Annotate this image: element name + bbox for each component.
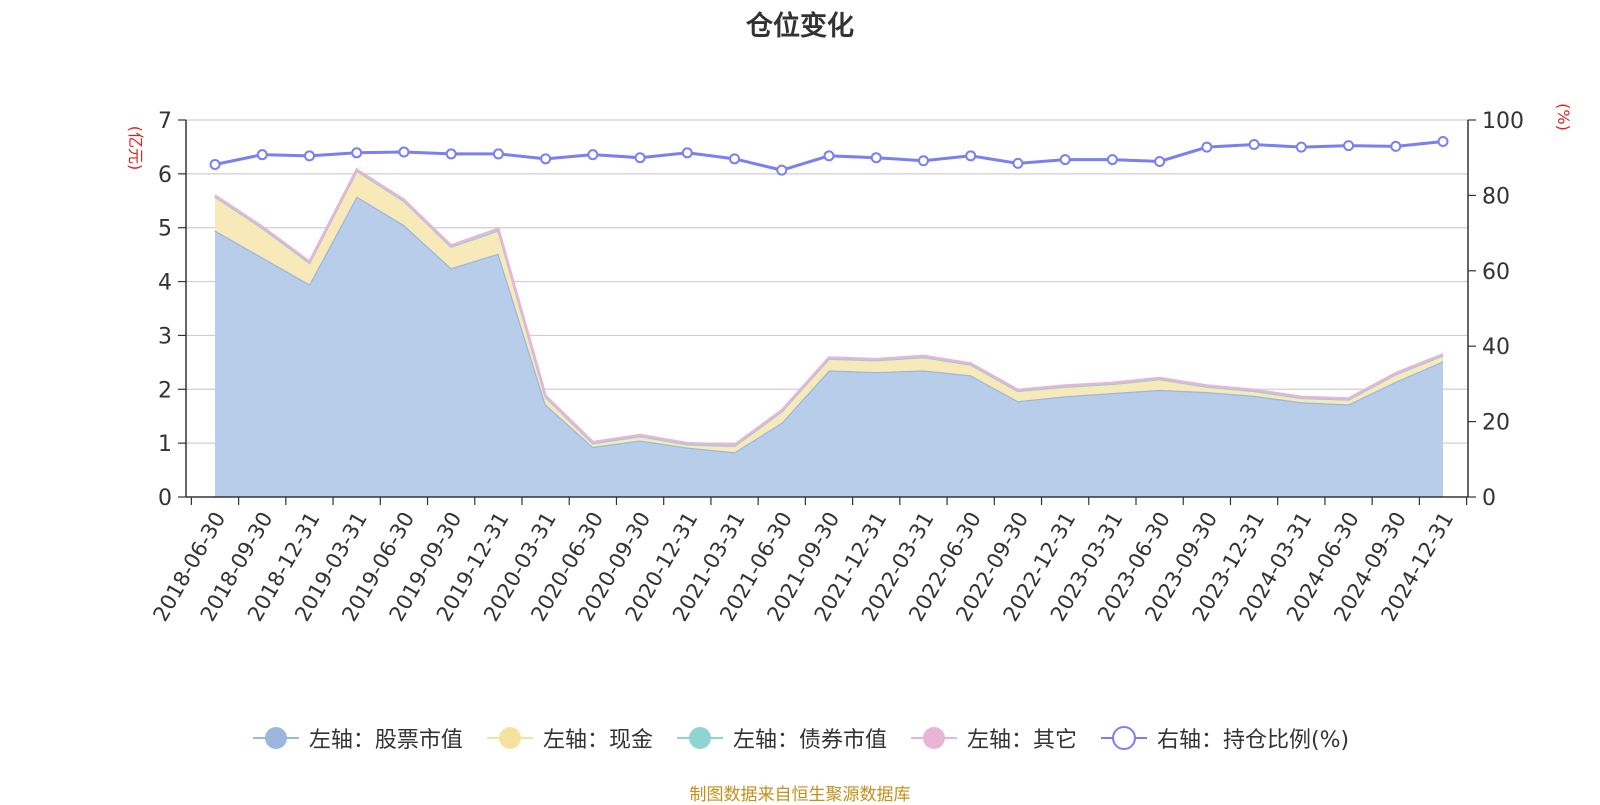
- ratio-point-26: [1437, 135, 1449, 147]
- ratio-point-10: [681, 147, 693, 159]
- y-left-tick-label-2: 2: [158, 378, 172, 403]
- ratio-point-14: [870, 152, 882, 164]
- ratio-point-19: [1106, 154, 1118, 166]
- y-right-tick-label-3: 60: [1482, 260, 1510, 285]
- ratio-point-5: [445, 148, 457, 160]
- ratio-point-20: [1154, 155, 1166, 167]
- legend-marker-2: [676, 727, 723, 749]
- ratio-point-4: [398, 146, 410, 158]
- ratio-point-1: [256, 149, 268, 161]
- legend-label-1: 左轴：现金: [542, 728, 653, 753]
- y-right-axis-label: (%): [1554, 103, 1573, 131]
- ratio-point-11: [729, 153, 741, 165]
- legend-label-3: 左轴：其它: [966, 728, 1077, 753]
- y-left-tick-label-5: 5: [158, 217, 172, 242]
- ratio-point-2: [303, 150, 315, 162]
- position-ratio-line: [209, 135, 1449, 176]
- y-left-tick-label-6: 6: [158, 163, 172, 188]
- data-source-note: 制图数据来自恒生聚源数据库: [689, 785, 911, 805]
- y-left-tick-label-3: 3: [158, 324, 172, 349]
- ratio-point-15: [917, 155, 929, 167]
- y-left-tick-label-4: 4: [158, 271, 172, 296]
- area-series-0: [215, 196, 1443, 497]
- legend-marker-1: [486, 727, 533, 749]
- ratio-point-8: [587, 149, 599, 161]
- y-left-axis-label: (亿元): [126, 126, 145, 171]
- legend-marker-3: [910, 727, 957, 749]
- ratio-point-21: [1201, 141, 1213, 153]
- area-outline-series-3: [214, 167, 1444, 447]
- ratio-point-9: [634, 152, 646, 164]
- chart-title: 仓位变化: [746, 11, 854, 42]
- legend-label-0: 左轴：股票市值: [308, 728, 463, 753]
- ratio-point-18: [1059, 154, 1071, 166]
- y-right-tick-label-4: 80: [1482, 184, 1510, 209]
- ratio-point-7: [540, 153, 552, 165]
- stacked-areas: [214, 167, 1444, 497]
- legend-label-4: 右轴：持仓比例(%): [1156, 728, 1350, 753]
- legend-marker-0: [252, 727, 299, 749]
- legend-label-2: 左轴：债券市值: [732, 728, 887, 753]
- ratio-point-6: [492, 148, 504, 160]
- ratio-point-0: [209, 158, 221, 170]
- legend-marker-4: [1100, 726, 1147, 750]
- ratio-point-23: [1295, 141, 1307, 153]
- legend-item-0[interactable]: 左轴：股票市值: [251, 722, 463, 754]
- ratio-point-3: [351, 147, 363, 159]
- y-right-tick-label-5: 100: [1482, 109, 1524, 134]
- y-left-tick-label-1: 1: [158, 432, 172, 457]
- ratio-point-25: [1390, 140, 1402, 152]
- y-left-tick-label-0: 0: [158, 486, 172, 511]
- ratio-point-13: [823, 150, 835, 162]
- legend-item-4[interactable]: 右轴：持仓比例(%): [1099, 722, 1349, 754]
- ratio-point-24: [1343, 140, 1355, 152]
- y-left-tick-label-7: 7: [158, 109, 172, 134]
- chart-plot-area: 012345670204060801002018-06-302018-09-30…: [126, 103, 1573, 625]
- ratio-point-12: [776, 164, 788, 176]
- chart-legend: 左轴：股票市值 左轴：现金 左轴：债券市值 左轴：其它 右轴：持仓比例(%): [0, 722, 1600, 754]
- ratio-point-16: [965, 150, 977, 162]
- ratio-point-17: [1012, 157, 1024, 169]
- legend-item-1[interactable]: 左轴：现金: [485, 722, 653, 754]
- y-right-tick-label-1: 20: [1482, 411, 1510, 436]
- y-right-tick-label-2: 40: [1482, 335, 1510, 360]
- ratio-point-22: [1248, 139, 1260, 151]
- y-right-tick-label-0: 0: [1482, 486, 1496, 511]
- legend-item-3[interactable]: 左轴：其它: [909, 722, 1077, 754]
- legend-item-2[interactable]: 左轴：债券市值: [675, 722, 887, 754]
